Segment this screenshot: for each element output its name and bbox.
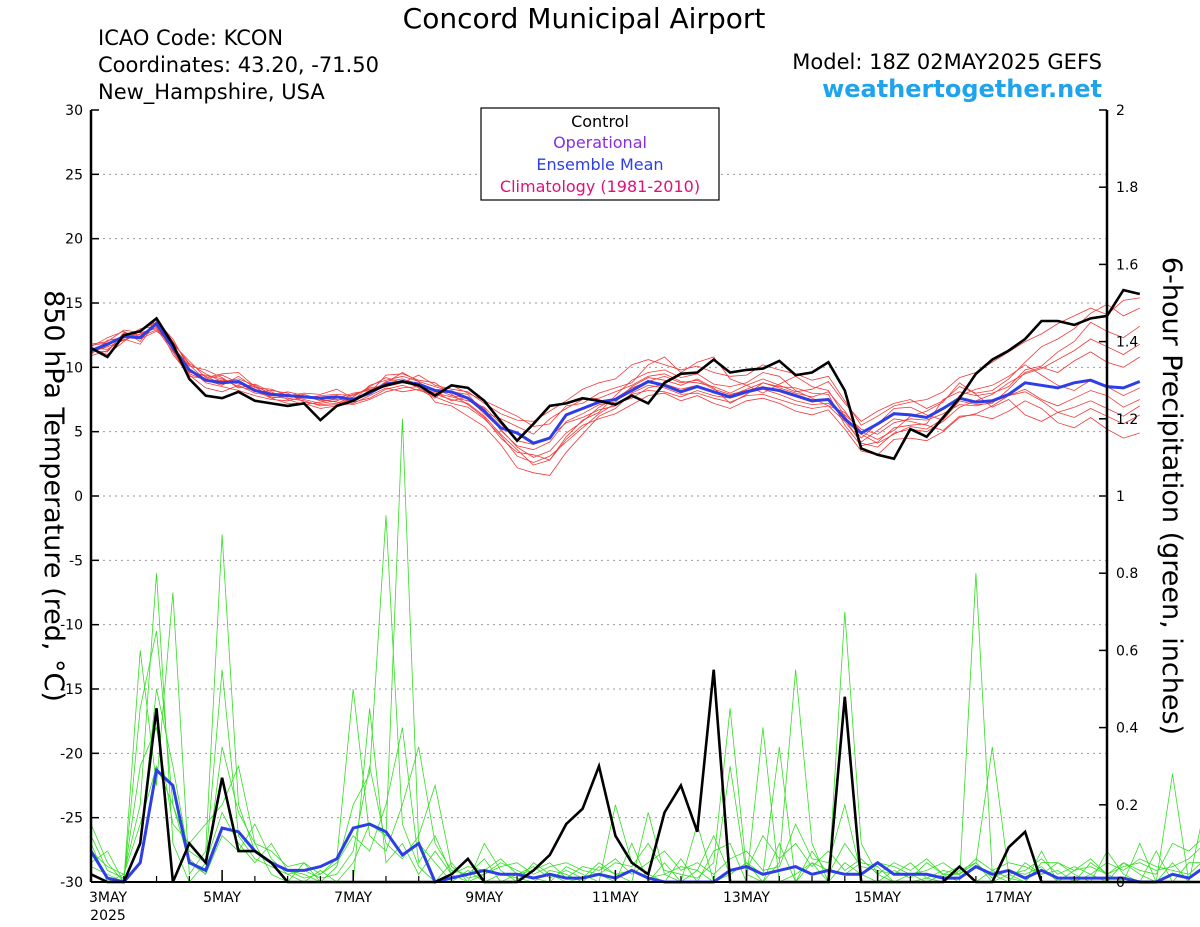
- legend-ensemble-mean: Ensemble Mean: [536, 155, 663, 174]
- y-left-tick-label: -15: [60, 682, 83, 698]
- y-right-tick-label: 1.6: [1116, 257, 1138, 273]
- grid-lines: [91, 173, 1107, 819]
- y-axis-right-label: 6-hour Precipitation (green, inches): [1156, 257, 1187, 735]
- site-link[interactable]: weathertogether.net: [822, 75, 1102, 103]
- chart-title: Concord Municipal Airport: [402, 2, 766, 35]
- y-right-tick-label: 0.4: [1116, 721, 1138, 737]
- tick-labels: 302520151050-5-10-15-20-25-3021.81.61.41…: [60, 103, 1138, 924]
- precip-member-6: [90, 727, 1200, 879]
- y-left-tick-label: 5: [74, 425, 83, 441]
- temp-member-10: [90, 319, 1140, 463]
- location: New_Hampshire, USA: [98, 80, 325, 104]
- x-tick-label: 15MAY: [854, 890, 901, 906]
- y-right-tick-label: 1.2: [1116, 412, 1138, 428]
- y-axis-left-label: 850 hPa Temperature (red, °C): [38, 290, 69, 702]
- y-right-tick-label: 0: [1116, 875, 1125, 891]
- y-left-tick-label: -20: [60, 746, 83, 762]
- y-left-tick-label: 30: [65, 103, 83, 119]
- y-left-tick-label: -25: [60, 811, 83, 827]
- temp-control-line: [90, 288, 1141, 461]
- x-tick-label: 9MAY: [465, 890, 503, 906]
- temp-member-9: [90, 324, 1141, 458]
- legend-box: [480, 107, 720, 201]
- x-tick-label: 17MAY: [985, 890, 1032, 906]
- precip-members: [90, 418, 1200, 884]
- precip-control-line: [90, 669, 1200, 884]
- x-tick-label: 11MAY: [592, 890, 639, 906]
- precip-member-2: [90, 418, 1200, 883]
- model-run: Model: 18Z 02MAY2025 GEFS: [792, 50, 1102, 74]
- y-right-tick-label: 1.8: [1116, 180, 1138, 196]
- y-left-tick-label: 15: [65, 296, 83, 312]
- x-tick-label: 3MAY: [89, 890, 127, 906]
- legend-operational: Operational: [553, 133, 647, 152]
- x-tick-label: 7MAY: [334, 890, 372, 906]
- temp-member-2: [90, 317, 1141, 461]
- icao-code: ICAO Code: KCON: [98, 26, 284, 50]
- y-left-tick-label: -10: [60, 618, 83, 634]
- y-left-tick-label: 0: [74, 489, 83, 505]
- y-right-tick-label: 2: [1116, 103, 1125, 119]
- y-left-tick-label: 10: [65, 360, 83, 376]
- precip-member-3: [90, 515, 1200, 884]
- temp-member-6: [90, 320, 1140, 466]
- x-tick-label: 13MAY: [723, 890, 770, 906]
- temp-ensemble-mean-line: [90, 321, 1141, 445]
- y-left-tick-label: 25: [65, 167, 83, 183]
- y-left-tick-label: -5: [69, 553, 83, 569]
- coordinates: Coordinates: 43.20, -71.50: [98, 53, 379, 77]
- precip-main: [89, 669, 1200, 884]
- y-right-tick-label: 1.4: [1116, 335, 1138, 351]
- x-tick-sublabel: 2025: [90, 908, 126, 924]
- y-right-tick-label: 0.2: [1116, 798, 1138, 814]
- precip-member-5: [90, 688, 1200, 883]
- legend-climatology: Climatology (1981-2010): [500, 177, 700, 196]
- y-right-tick-label: 0.8: [1116, 566, 1138, 582]
- legend-control: Control: [571, 112, 629, 131]
- y-right-tick-label: 0.6: [1116, 643, 1138, 659]
- temp-main: [90, 288, 1141, 461]
- y-left-tick-label: -30: [60, 875, 83, 891]
- precip-member-4: [90, 688, 1200, 884]
- precip-member-1: [90, 611, 1200, 884]
- y-right-tick-label: 1: [1116, 489, 1125, 505]
- x-tick-label: 5MAY: [203, 890, 241, 906]
- temp-member-3: [90, 329, 1141, 439]
- y-left-tick-label: 20: [65, 232, 83, 248]
- legend: Control Operational Ensemble Mean Climat…: [480, 107, 720, 201]
